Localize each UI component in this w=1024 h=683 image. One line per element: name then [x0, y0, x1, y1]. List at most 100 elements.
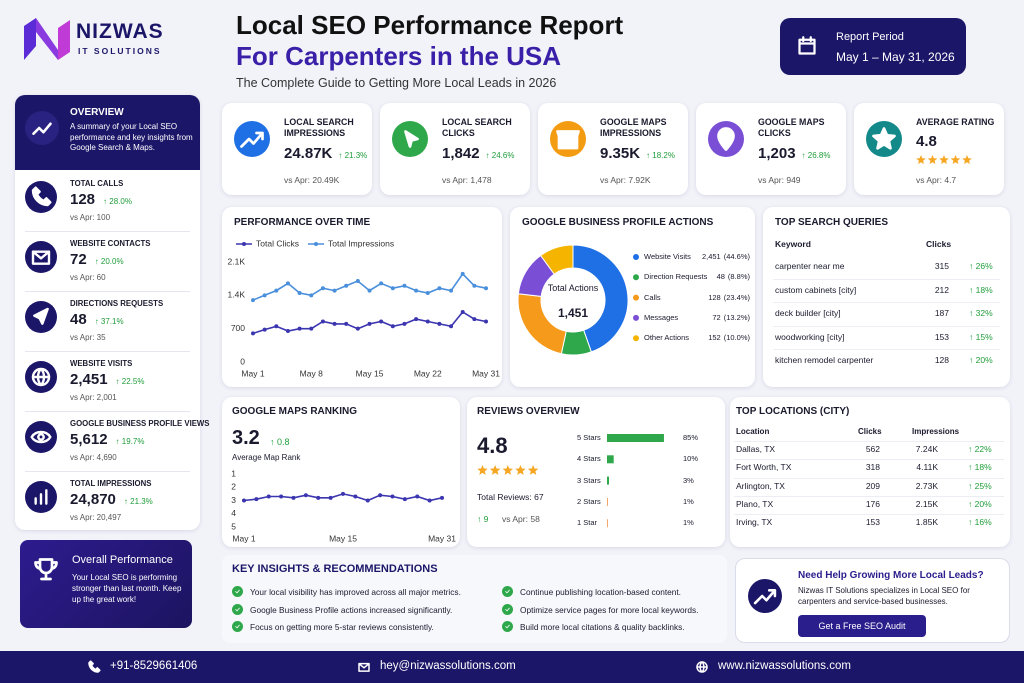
- separator: [25, 291, 190, 292]
- kpi-row: 9.35K ↑ 18.2%: [600, 145, 688, 167]
- icon-glyph: [505, 624, 510, 629]
- icon-bg: [25, 111, 59, 145]
- logo-name: NIZWAS: [76, 20, 164, 43]
- donut-center-label: Total Actions: [547, 283, 599, 293]
- total-reviews: Total Reviews: 67: [477, 492, 544, 502]
- icon-glyph: [717, 127, 735, 151]
- clicks: 318: [865, 462, 880, 473]
- legend-dot: [633, 294, 639, 301]
- reviews-compare: vs Apr: 58: [502, 514, 540, 524]
- row-separator: [734, 514, 1004, 516]
- keyword: woodworking [city]: [775, 331, 845, 342]
- icon-glyph: [31, 250, 51, 265]
- legend-dot: [633, 335, 639, 342]
- point: [460, 310, 465, 314]
- point: [378, 493, 383, 498]
- insight: Focus on getting more 5-star reviews con…: [250, 622, 434, 632]
- metric-value: 48: [70, 311, 87, 328]
- donut-total: 1,451: [557, 306, 589, 320]
- star: [489, 465, 501, 475]
- metric-change: ↑ 20.0%: [94, 257, 124, 266]
- star: [527, 465, 539, 475]
- icon-glyph: [505, 607, 510, 611]
- line-chart: Total Clicks Total Impressions 0 700 1.4K 2.1…: [228, 238, 501, 378]
- bar-value: 1%: [683, 518, 694, 528]
- check-icon: [232, 586, 243, 597]
- overview-title: OVERVIEW: [70, 107, 124, 118]
- impressions: 1.85K: [915, 517, 938, 528]
- metric-icon: [25, 181, 57, 213]
- bar-chart: [607, 434, 664, 528]
- metric-value: 2,451: [70, 371, 108, 388]
- footer-icon: [696, 661, 708, 673]
- x-tick-label: May 15: [329, 533, 357, 543]
- point: [449, 288, 454, 293]
- x-tick-label: May 22: [414, 368, 442, 378]
- reviews-change: ↑ 9: [477, 514, 489, 524]
- kpi-card: LOCAL SEARCH CLICKS 1,842 ↑ 24.6% vs Apr: 1…: [380, 103, 530, 195]
- cta-button[interactable]: Get a Free SEO Audit: [798, 615, 926, 637]
- metric-change: ↑ 28.0%: [103, 197, 132, 206]
- kpi-row: 1,203 ↑ 26.8%: [758, 145, 846, 167]
- separator: [25, 411, 190, 412]
- metric-row: 24,870 ↑ 21.3%: [70, 491, 195, 511]
- legend-dot: [633, 314, 639, 321]
- point: [365, 498, 370, 503]
- y-tick-label: 1: [231, 468, 236, 478]
- kpi-icon: [550, 121, 586, 157]
- x-tick-label: May 1: [232, 533, 255, 543]
- point: [297, 326, 302, 331]
- bar-value: 85%: [683, 433, 699, 442]
- metric-row: 48 ↑ 37.1%: [70, 311, 195, 331]
- panel: REVIEWS OVERVIEW 4.8 Total Reviews: 67 ↑ 9 v…: [467, 397, 725, 547]
- point: [449, 324, 454, 329]
- kpi-icon: [392, 121, 428, 157]
- metric-change: ↑ 19.7%: [115, 437, 145, 446]
- legend-label: Website Visits: [644, 252, 691, 261]
- icon-glyph: [32, 122, 52, 135]
- bar-value: 10%: [683, 454, 699, 464]
- metric-icon: [25, 421, 57, 453]
- point: [367, 288, 372, 293]
- panel-title: GOOGLE MAPS RANKING: [232, 406, 358, 417]
- clicks: 187: [934, 308, 949, 318]
- point: [390, 494, 395, 499]
- location: Arlington, TX: [736, 480, 785, 491]
- impressions: 2.73K: [915, 480, 938, 491]
- keyword: carpenter near me: [775, 261, 845, 271]
- metric-label: WEBSITE VISITS: [70, 359, 133, 368]
- icon-bg: [234, 121, 270, 157]
- metric-row: 128 ↑ 28.0%: [70, 191, 195, 211]
- change: ↑ 32%: [969, 308, 993, 318]
- point: [332, 288, 337, 293]
- point: [341, 491, 345, 496]
- point: [274, 324, 279, 329]
- rating-stars: [916, 155, 972, 164]
- donut-chart: [517, 244, 639, 356]
- icon-glyph: [556, 130, 580, 150]
- icon-glyph: [696, 661, 708, 673]
- action-count: 48: [716, 272, 725, 282]
- kpi-value: 24.87K: [284, 145, 333, 162]
- donut-slice: [517, 293, 567, 355]
- check-icon: [502, 603, 513, 615]
- donut-slice: [572, 244, 629, 353]
- legend-value: 72 (13.2%): [670, 313, 750, 324]
- icon-bg: [232, 586, 243, 597]
- overall-text: Your Local SEO is performing stronger th…: [72, 573, 182, 604]
- footer: +91-8529661406 hey@nizwassolutions.com www…: [0, 651, 1024, 683]
- rank-subtitle: Average Map Rank: [232, 453, 301, 462]
- point: [320, 319, 325, 324]
- footer-icon: [88, 660, 101, 673]
- metric-icon: [25, 481, 57, 513]
- metric-icon: [25, 361, 57, 393]
- x-tick-label: May 8: [300, 368, 323, 378]
- panel-title: TOP LOCATIONS (CITY): [736, 406, 850, 417]
- action-count: 2,451: [701, 252, 721, 261]
- check-icon: [502, 586, 513, 597]
- y-tick-label: 700: [231, 323, 245, 333]
- y-tick-label: 2.1K: [228, 256, 246, 266]
- metric-row: 2,451 ↑ 22.5%: [70, 371, 195, 391]
- legend-dot: [242, 242, 246, 246]
